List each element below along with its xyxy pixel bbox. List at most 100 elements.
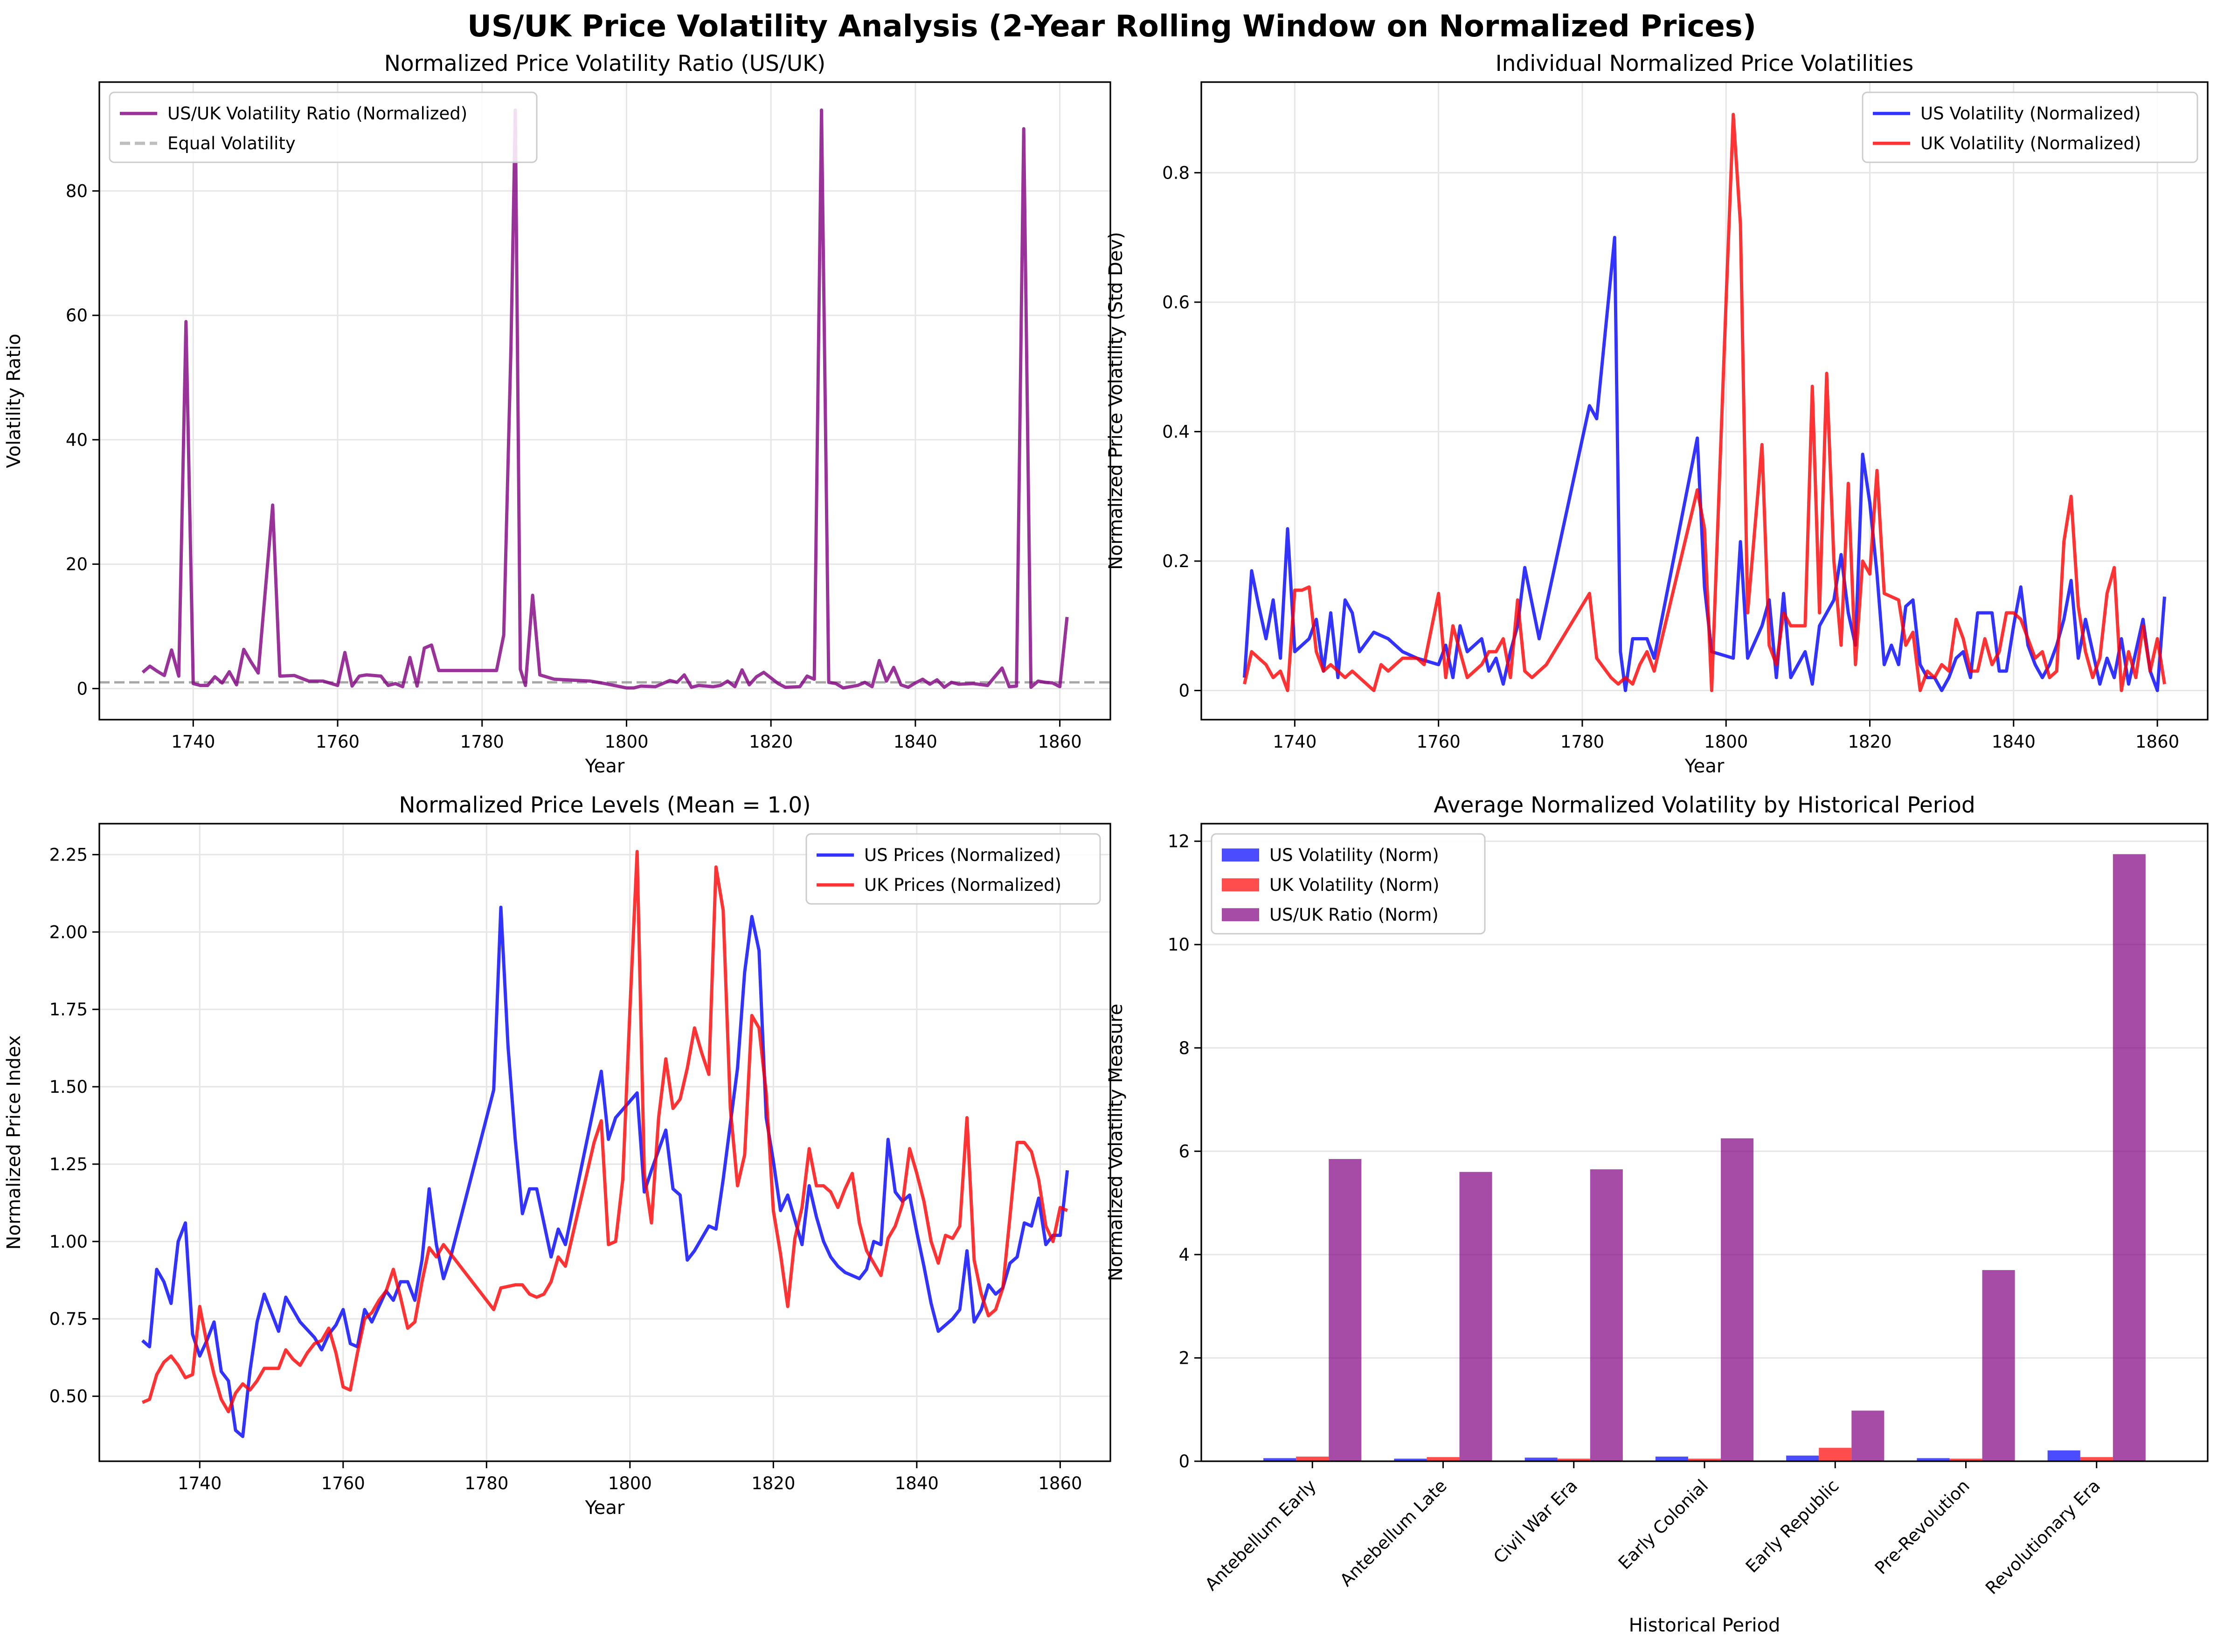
x-axis-label: Year (585, 756, 625, 777)
bar (1655, 1457, 1688, 1461)
y-tick-label: 0.8 (1162, 163, 1190, 183)
y-tick-label: 40 (66, 430, 88, 450)
legend-label: US/UK Volatility Ratio (Normalized) (167, 104, 467, 124)
series-line-0 (1243, 236, 2166, 692)
chart-ratio: 1740 1760 1780 1800 1820 1840 1860 0 20 40 60 80 Nor… (3, 51, 1111, 777)
bar (2047, 1450, 2080, 1461)
axes-frame (98, 823, 1111, 1462)
y-tick-label: 2.25 (49, 845, 88, 865)
x-tick-label: 1760 (321, 1473, 365, 1493)
legend-label: US Prices (Normalized) (864, 845, 1061, 865)
bar-series-0 (1263, 1450, 2080, 1461)
axes-title: Individual Normalized Price Volatilities (1496, 51, 1914, 76)
legend-swatch (1222, 878, 1259, 892)
bar (1949, 1458, 1982, 1461)
x-tick-label: 1780 (460, 732, 504, 752)
bar (1819, 1448, 1852, 1461)
series-line-0 (141, 905, 1069, 1438)
bar (1786, 1455, 1819, 1461)
legend-label: US Volatility (Normalized) (1920, 104, 2141, 124)
y-axis-label: Volatility Ratio (3, 333, 25, 468)
x-tick-label: 1740 (171, 732, 215, 752)
y-tick-label: 0.2 (1162, 551, 1190, 571)
legend-label: UK Volatility (Norm) (1269, 875, 1439, 895)
y-tick-label: 0 (76, 679, 88, 699)
y-tick-label: 4 (1178, 1245, 1190, 1265)
bar (1263, 1458, 1296, 1461)
chart-individual: 1740 1760 1780 1800 1820 1840 1860 0 0.2 0.4 0.6 0.… (1105, 51, 2209, 777)
legend-box (1211, 833, 1486, 935)
bar (1982, 1270, 2015, 1461)
y-tick-label: 1.50 (49, 1077, 88, 1097)
legend-label: UK Prices (Normalized) (864, 875, 1061, 895)
x-tick-label: 1860 (2135, 732, 2179, 752)
legend-box (1862, 91, 2198, 163)
chart-levels: 1740 1760 1780 1800 1820 1840 1860 0.50 0.75 1.00… (3, 792, 1111, 1519)
y-tick-label: 80 (66, 181, 88, 201)
axes-title: Normalized Price Volatility Ratio (US/UK… (384, 51, 826, 76)
bar (1851, 1410, 1885, 1461)
bar (1524, 1458, 1558, 1461)
axes-frame (1200, 81, 2209, 721)
legend-label: US Volatility (Norm) (1269, 845, 1439, 865)
axes-title: Normalized Price Levels (Mean = 1.0) (399, 792, 811, 818)
x-tick-label: 1760 (1417, 732, 1461, 752)
legend-label: US/UK Ratio (Norm) (1269, 905, 1439, 925)
y-tick-label: 1.75 (49, 1000, 88, 1020)
bar (1427, 1457, 1460, 1461)
y-tick-label: 1.00 (49, 1232, 88, 1252)
y-tick-label: 0 (1178, 681, 1190, 701)
bar (1917, 1458, 1950, 1461)
y-axis-label: Normalized Volatility Measure (1105, 1004, 1127, 1281)
x-axis-label: Year (585, 1497, 625, 1519)
bar-series-1 (1296, 1448, 2113, 1461)
x-tick-label: 1820 (749, 732, 793, 752)
legend-swatch (1222, 908, 1259, 922)
bar (1329, 1159, 1362, 1461)
bar (1721, 1138, 1754, 1461)
x-tick-label: 1740 (1273, 732, 1316, 752)
x-tick-label: 1860 (1038, 1473, 1082, 1493)
y-tick-label: 0.75 (49, 1309, 88, 1329)
y-tick-label: 0.6 (1162, 292, 1190, 312)
y-tick-label: 12 (1168, 832, 1190, 852)
y-axis-label: Normalized Price Volatility (Std Dev) (1105, 232, 1127, 570)
bar-series-2 (1329, 854, 2146, 1461)
bar (1394, 1458, 1427, 1461)
axes-title: Average Normalized Volatility by Histori… (1434, 792, 1975, 818)
x-tick-label: 1860 (1038, 732, 1082, 752)
legend-label: UK Volatility (Normalized) (1920, 133, 2141, 153)
bar (1557, 1458, 1590, 1461)
bar (2080, 1457, 2113, 1461)
y-axis-label: Normalized Price Index (3, 1035, 25, 1250)
y-tick-label: 0.4 (1162, 422, 1190, 442)
x-tick-label: 1780 (464, 1473, 508, 1493)
x-tick-label: 1760 (316, 732, 360, 752)
bar (2113, 854, 2146, 1461)
x-tick-label: 1800 (604, 732, 648, 752)
series-line-1 (141, 850, 1068, 1414)
y-tick-label: 20 (66, 555, 88, 575)
y-tick-label: 2 (1178, 1348, 1190, 1368)
figure-suptitle: US/UK Price Volatility Analysis (2-Year … (467, 9, 1756, 44)
x-axis-label: Year (1684, 756, 1725, 777)
x-tick-label: 1800 (1704, 732, 1748, 752)
bar (1590, 1169, 1623, 1461)
x-tick-label: 1800 (608, 1473, 652, 1493)
y-tick-label: 1.25 (49, 1154, 88, 1174)
legend-swatch (1222, 848, 1259, 862)
y-tick-label: 0 (1178, 1451, 1190, 1472)
y-tick-label: 8 (1178, 1038, 1190, 1058)
y-tick-label: 0.50 (49, 1387, 88, 1407)
plot-area (1243, 112, 2166, 692)
bar (1296, 1457, 1329, 1461)
legend-box (805, 833, 1101, 905)
series-line-0 (141, 108, 1069, 690)
x-tick-label: 1840 (894, 732, 937, 752)
x-axis-label: Historical Period (1629, 1615, 1781, 1636)
series-line-1 (1243, 112, 2166, 692)
x-tick-label: 1780 (1560, 732, 1604, 752)
bar (1459, 1172, 1492, 1461)
plot-area (141, 850, 1069, 1438)
